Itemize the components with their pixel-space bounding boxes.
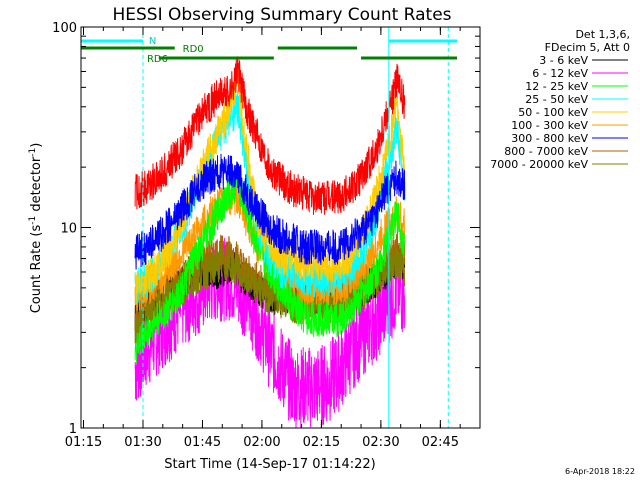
x-tick-label: 02:15 <box>303 435 340 450</box>
legend-entry-label: 6 - 12 keV <box>532 67 588 80</box>
y-tick-label: 10 <box>60 222 77 237</box>
series-line <box>134 153 406 270</box>
legend-entry-label: 25 - 50 keV <box>525 93 588 106</box>
series-line <box>134 56 406 215</box>
x-tick-label: 02:00 <box>243 435 280 450</box>
data-layer <box>134 56 406 429</box>
legend-entry-label: 50 - 100 keV <box>518 106 588 119</box>
chart-title: HESSI Observing Summary Count Rates <box>112 5 451 25</box>
legend-entry-label: 12 - 25 keV <box>525 80 588 93</box>
y-label-sup-2: -1 <box>28 148 38 157</box>
x-axis-label: Start Time (14-Sep-17 01:14:22) <box>164 457 375 472</box>
legend-entry-label: 100 - 300 keV <box>511 119 588 132</box>
y-axis-label: Count Rate (s-1 detector-1) <box>28 143 44 314</box>
legend-header-2: FDecim 5, Att 0 <box>545 41 630 54</box>
y-tick-label: 100 <box>52 21 77 36</box>
x-tick-label: 02:45 <box>422 435 459 450</box>
marker-label-rd6: RD6 <box>147 54 168 65</box>
x-tick-label: 01:15 <box>65 435 102 450</box>
x-tick-label: 02:30 <box>362 435 399 450</box>
x-tick-label: 01:45 <box>184 435 221 450</box>
legend-entry-label: 3 - 6 keV <box>539 54 588 67</box>
y-label-sup-1: -1 <box>28 216 38 225</box>
marker-label-n: N <box>149 36 156 47</box>
footer-date: 6-Apr-2018 18:22 <box>565 467 635 476</box>
legend-entry-label: 800 - 7000 keV <box>504 145 588 158</box>
y-label-part-3: ) <box>29 143 44 148</box>
marker-label-rd0: RD0 <box>183 44 204 55</box>
y-tick-label: 1 <box>69 422 77 437</box>
y-label-part-2: detector <box>29 156 44 216</box>
axis-layer: 01:15 01:30 01:45 02:00 02:15 02:30 02:45 1 10 10… <box>52 21 481 450</box>
legend-entry-label: 7000 - 20000 keV <box>490 158 588 171</box>
y-label-part-1: Count Rate (s <box>29 225 44 314</box>
legend-header-1: Det 1,3,6, <box>575 28 630 41</box>
legend-entry-label: 300 - 800 keV <box>511 132 588 145</box>
series-line <box>134 165 406 364</box>
marker-layer: N RD0 RD6 <box>80 27 457 428</box>
x-tick-label: 01:30 <box>124 435 161 450</box>
